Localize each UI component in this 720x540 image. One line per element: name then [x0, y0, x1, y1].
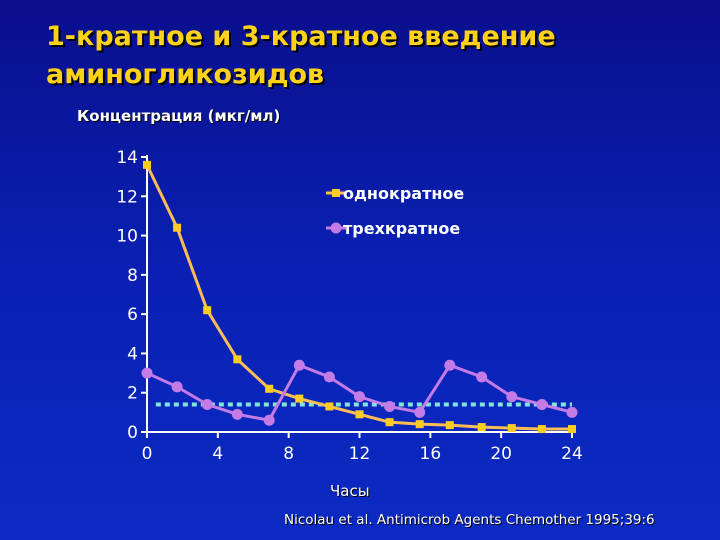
data-point-circle	[536, 399, 548, 410]
x-tick: 24	[561, 432, 583, 464]
data-point-square	[143, 160, 151, 169]
x-tick: 12	[349, 432, 371, 464]
title-line-1: 1-кратное и 3-кратное введение	[46, 21, 556, 52]
y-tick: 12	[116, 187, 147, 207]
data-point-circle	[141, 367, 153, 379]
y-tick-label: 10	[116, 227, 138, 247]
y-tick-label: 4	[127, 344, 138, 364]
data-point-circle	[506, 391, 518, 403]
y-tick: 14	[116, 148, 147, 168]
data-point-circle	[414, 406, 426, 418]
x-tick-label: 8	[283, 444, 294, 464]
data-point-square	[568, 425, 576, 434]
data-point-square	[445, 421, 454, 430]
y-tick: 10	[116, 227, 147, 247]
series-line	[145, 164, 572, 431]
data-point-square	[173, 223, 182, 232]
series-1	[143, 160, 576, 434]
x-axis-label: Часы	[330, 482, 370, 500]
data-point-square	[537, 425, 546, 434]
y-tick: 0	[127, 423, 147, 443]
data-point-circle	[323, 371, 335, 383]
x-tick: 4	[212, 432, 223, 464]
data-point-square	[415, 420, 424, 429]
y-tick: 2	[127, 384, 147, 404]
y-tick-label: 12	[116, 187, 138, 207]
data-point-circle	[263, 414, 275, 426]
x-tick-label: 12	[349, 444, 371, 464]
data-point-circle	[201, 399, 213, 410]
data-point-square	[233, 355, 242, 364]
data-point-circle	[384, 400, 396, 412]
data-point-square	[295, 394, 304, 403]
data-point-circle	[171, 381, 183, 393]
data-point-circle	[566, 406, 578, 418]
x-tick: 20	[490, 432, 512, 464]
x-tick-label: 24	[561, 444, 583, 464]
legend-marker-square	[332, 189, 340, 197]
chart-legend: однократное трехкратное	[326, 184, 464, 238]
title-line-2: аминогликозидов	[46, 59, 325, 90]
data-point-circle	[354, 391, 365, 403]
y-tick: 8	[127, 266, 147, 286]
x-tick: 8	[283, 432, 294, 464]
data-point-square	[325, 402, 334, 411]
y-tick: 4	[127, 344, 147, 364]
data-point-circle	[444, 359, 456, 371]
data-point-square	[265, 384, 274, 393]
x-tick: 16	[420, 432, 442, 464]
y-axis-label: Концентрация (мкг/мл)	[77, 107, 281, 125]
y-tick-label: 2	[127, 384, 138, 404]
x-tick-label: 16	[420, 444, 442, 464]
data-point-circle	[293, 359, 305, 371]
data-point-circle	[231, 408, 243, 420]
y-tick-label: 8	[127, 266, 138, 286]
x-tick-label: 20	[490, 444, 512, 464]
x-tick: 0	[142, 432, 153, 464]
data-point-square	[385, 418, 394, 427]
citation: Nicolau et al. Antimicrob Agents Chemoth…	[284, 512, 655, 528]
y-tick: 6	[127, 305, 147, 325]
y-tick-label: 0	[127, 423, 138, 443]
data-point-circle	[476, 371, 488, 383]
data-point-square	[355, 410, 364, 419]
legend-label: однократное	[343, 184, 464, 203]
data-point-square	[477, 423, 486, 432]
legend-item-2: трехкратное	[326, 219, 460, 238]
legend-marker-circle	[330, 222, 342, 234]
y-tick-label: 6	[127, 305, 138, 325]
slide-title: 1-кратное и 3-кратное введение аминоглик…	[46, 18, 686, 94]
legend-label: трехкратное	[343, 219, 460, 238]
x-tick-label: 4	[212, 444, 223, 464]
data-point-square	[203, 306, 212, 315]
legend-item-1: однократное	[326, 184, 464, 203]
y-tick-label: 14	[116, 148, 138, 168]
x-tick-label: 0	[142, 444, 153, 464]
series-2	[141, 359, 578, 426]
data-point-square	[507, 424, 516, 433]
chart-series	[141, 160, 578, 434]
